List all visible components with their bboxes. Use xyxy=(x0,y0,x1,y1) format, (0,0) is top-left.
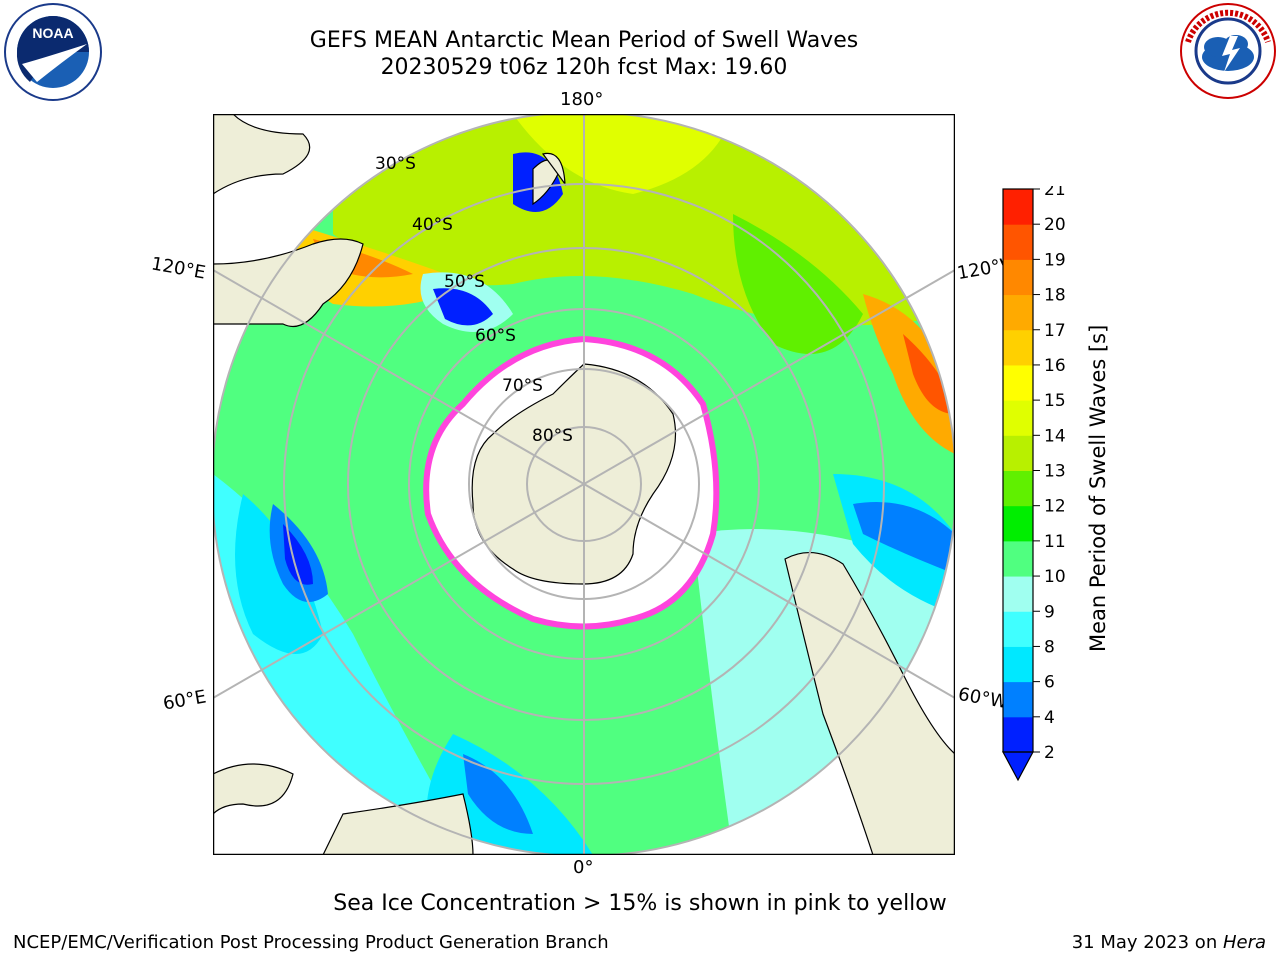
colorbar-swatch xyxy=(1003,224,1033,260)
colorbar-swatch xyxy=(1003,364,1033,401)
chart-title: GEFS MEAN Antarctic Mean Period of Swell… xyxy=(309,28,859,53)
colorbar-tick-label: 11 xyxy=(1044,532,1066,552)
lat-label-80s: 80°S xyxy=(532,426,573,446)
colorbar-tick-label: 18 xyxy=(1044,286,1066,306)
colorbar-swatch xyxy=(1003,189,1033,225)
colorbar-tick-label: 9 xyxy=(1044,602,1055,622)
colorbar-swatch xyxy=(1003,716,1033,753)
footer-right: 31 May 2023 on Hera xyxy=(1072,932,1266,953)
colorbar-extend-min xyxy=(1001,751,1035,782)
colorbar-tick-label: 15 xyxy=(1044,391,1066,411)
graticule xyxy=(213,114,955,855)
colorbar-tick-label: 16 xyxy=(1044,356,1066,376)
colorbar-swatch xyxy=(1003,576,1033,612)
colorbar-label: Mean Period of Swell Waves [s] xyxy=(1086,324,1110,652)
nws-logo xyxy=(1180,3,1276,99)
colorbar-tick-label: 12 xyxy=(1044,497,1066,517)
colorbar-tick-label: 8 xyxy=(1044,637,1055,657)
sea-ice-caption: Sea Ice Concentration > 15% is shown in … xyxy=(333,891,947,916)
lon-label-0: 0° xyxy=(573,857,594,878)
colorbar: 2 4 6 8 9 10 11 12 13 14 15 16 17 18 19 20 21 xyxy=(1001,186,1066,782)
colorbar-swatch xyxy=(1003,294,1033,331)
colorbar-swatch xyxy=(1003,259,1033,296)
lon-label-60e: 60°E xyxy=(161,686,208,715)
lon-label-180: 180° xyxy=(560,89,604,110)
colorbar-swatch xyxy=(1003,646,1033,683)
colorbar-tick-label: 17 xyxy=(1044,321,1066,341)
colorbar-tick-label: 19 xyxy=(1044,250,1066,270)
sea-ice xyxy=(423,335,720,630)
lat-label-40s: 40°S xyxy=(412,215,453,235)
footer-date: 31 May 2023 on xyxy=(1071,932,1223,953)
colorbar-swatch xyxy=(1003,435,1033,471)
colorbar-tick-label: 20 xyxy=(1044,215,1066,235)
lat-label-30s: 30°S xyxy=(375,154,416,174)
lat-label-60s: 60°S xyxy=(475,326,516,346)
colorbar-tick-label: 2 xyxy=(1044,743,1055,763)
colorbar-tick-label: 13 xyxy=(1044,462,1066,482)
chart-subtitle: 20230529 t06z 120h fcst Max: 19.60 xyxy=(380,55,788,80)
colorbar-swatch xyxy=(1003,470,1033,507)
colorbar-swatch xyxy=(1003,505,1033,542)
lat-label-50s: 50°S xyxy=(444,272,485,292)
map-panel: 30°S 40°S 50°S 60°S 70°S 80°S xyxy=(213,114,955,855)
map-frame xyxy=(213,114,955,855)
colorbar-swatch xyxy=(1003,611,1033,647)
colorbar-tick-label: 10 xyxy=(1044,567,1066,587)
footer-host: Hera xyxy=(1222,932,1266,953)
land xyxy=(213,114,955,855)
noaa-logo-text: NOAA xyxy=(32,25,73,41)
colorbar-tick-label: 21 xyxy=(1044,186,1066,200)
colorbar-swatch xyxy=(1003,329,1033,366)
colorbar-swatch xyxy=(1003,681,1033,718)
lat-label-70s: 70°S xyxy=(502,376,543,396)
colorbar-swatch xyxy=(1003,400,1033,436)
colorbar-tick-label: 6 xyxy=(1044,673,1055,693)
lon-label-120e: 120°E xyxy=(149,253,208,284)
colorbar-tick-label: 4 xyxy=(1044,708,1055,728)
noaa-logo: NOAA xyxy=(4,3,102,101)
colorbar-tick-label: 14 xyxy=(1044,426,1066,446)
footer-left: NCEP/EMC/Verification Post Processing Pr… xyxy=(13,932,609,953)
colorbar-swatch xyxy=(1003,540,1033,577)
